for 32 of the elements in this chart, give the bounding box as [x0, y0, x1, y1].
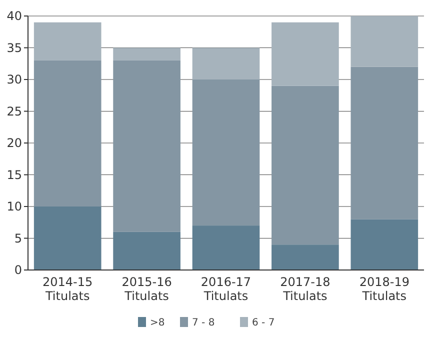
y-tick-label: 20 — [6, 136, 22, 150]
bar — [113, 48, 180, 60]
y-tick-label: 30 — [6, 72, 22, 87]
bar — [350, 219, 418, 270]
legend-label: 6 - 7 — [252, 318, 275, 328]
x-tick-label: 2016-17 Titulats — [200, 275, 252, 303]
x-tick-label: 2017-18 Titulats — [280, 275, 330, 303]
bar — [350, 66, 418, 220]
bar — [113, 60, 180, 232]
legend-label: >8 — [150, 318, 165, 328]
bar — [34, 22, 102, 60]
bar — [192, 226, 260, 270]
bar — [272, 22, 339, 86]
y-tick-label: 25 — [6, 104, 22, 118]
x-tick-label: 2015-16 Titulats — [122, 275, 172, 303]
y-tick-label: 40 — [6, 9, 22, 24]
bar — [113, 232, 180, 270]
y-tick-label: 0 — [14, 263, 22, 278]
y-tick-label: 10 — [6, 200, 22, 214]
y-tick-label: 5 — [14, 231, 22, 246]
x-tick-label: 2014-15 Titulats — [42, 275, 93, 303]
legend-label: 7 - 8 — [192, 318, 215, 328]
bar — [34, 60, 102, 206]
x-tick-label: 2018-19 Titulats — [359, 275, 410, 303]
bar — [192, 48, 260, 80]
bar — [272, 86, 339, 245]
y-tick-label: 15 — [6, 168, 22, 182]
bar — [34, 206, 102, 270]
bar — [272, 244, 339, 270]
y-tick-label: 35 — [6, 40, 22, 55]
bar — [350, 16, 418, 67]
bar — [192, 80, 260, 226]
